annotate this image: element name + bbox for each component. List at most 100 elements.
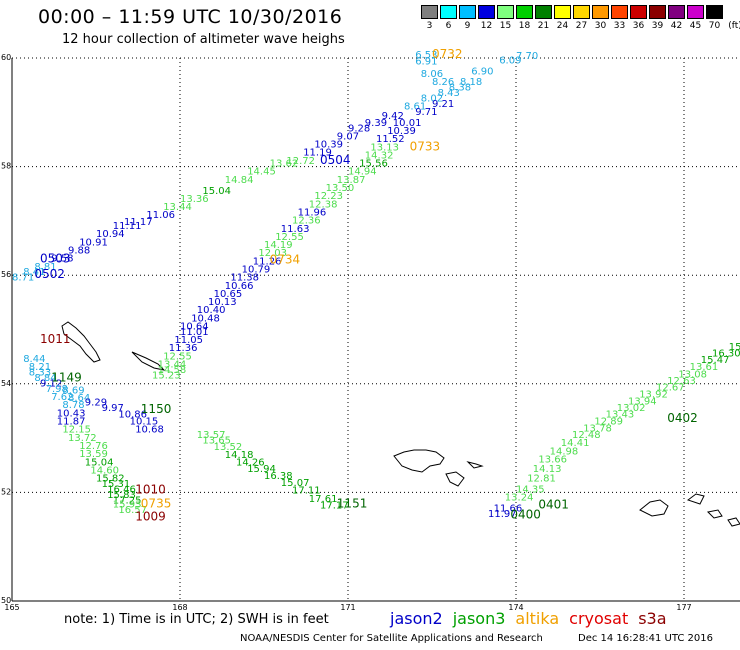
wave-height-value: 12.89 (594, 417, 623, 428)
pass-time-label: 0503 (40, 252, 71, 266)
island-outline (131, 351, 166, 371)
wave-height-value: 7.70 (516, 51, 538, 62)
wave-height-value: 8.71 (12, 273, 34, 284)
wave-height-value: 11.66 (494, 503, 523, 514)
wave-height-value: 9.29 (85, 398, 107, 409)
wave-height-value: 8.61 (404, 102, 426, 113)
scale-swatch (649, 5, 666, 19)
scale-label: 42 (670, 21, 683, 31)
pass-time-label: 1009 (135, 510, 166, 524)
satellite-legend-item: cryosat (569, 609, 629, 628)
wave-height-value: 10.01 (393, 118, 422, 129)
lat-tick-label: 54 (1, 379, 11, 388)
wave-height-value: 8.38 (449, 83, 471, 94)
wave-height-value: 13.87 (337, 175, 366, 186)
wave-height-value: 14.35 (516, 484, 545, 495)
island-outline (393, 449, 445, 473)
wave-height-value: 12.67 (656, 382, 685, 393)
wave-height-value: 11.17 (124, 217, 153, 228)
wave-height-value: 9.39 (365, 118, 387, 129)
wave-height-value: 8.06 (421, 69, 443, 80)
scale-swatch (459, 5, 476, 19)
wave-height-value: 14.19 (264, 240, 293, 251)
wave-height-value: 8.26 (432, 77, 454, 88)
wave-height-value: 12.48 (572, 430, 601, 441)
wave-height-value: 12.63 (667, 376, 696, 387)
wave-height-value: 8.43 (438, 88, 460, 99)
scale-swatch (478, 5, 495, 19)
wave-height-value: 11.96 (298, 207, 327, 218)
wave-height-value: 15.04 (202, 186, 231, 197)
landmass-outlines (61, 321, 740, 527)
scale-swatch (611, 5, 628, 19)
pass-time-label: 0734 (270, 252, 301, 266)
pass-time-label: 0735 (141, 497, 172, 511)
scale-swatch (706, 5, 723, 19)
satellite-track: 8.718.418.819.589.8810.9110.9411.1111.17… (12, 50, 538, 284)
wave-height-value: 13.62 (270, 159, 299, 170)
wave-height-value: 13.78 (583, 424, 612, 435)
wave-height-value: 10.94 (96, 229, 125, 240)
scale-swatch (497, 5, 514, 19)
scale-swatch (668, 5, 685, 19)
wave-height-value: 14.58 (158, 365, 187, 376)
wave-height-value: 11.05 (174, 335, 203, 346)
wave-height-value: 13.59 (79, 449, 108, 460)
wave-height-value: 10.13 (208, 297, 237, 308)
wave-height-value: 11.87 (57, 417, 86, 428)
scale-swatch (592, 5, 609, 19)
wave-height-value: 14.26 (236, 457, 265, 468)
wave-height-value: 9.58 (51, 254, 73, 265)
wave-height-value: 10.64 (180, 322, 209, 333)
wave-height-value: 13.24 (505, 493, 534, 504)
satellite-legend: jason2 jason3 altika cryosat s3a (390, 609, 677, 628)
pass-time-label: 1011 (40, 332, 71, 346)
lat-lon-grid (11, 57, 740, 602)
wave-height-value: 8.41 (23, 267, 45, 278)
wave-height-value: 11.52 (376, 134, 405, 145)
wave-height-value: 10.15 (130, 417, 159, 428)
satellite-track: 13.6513.5713.5214.1814.2615.9416.3815.07… (197, 430, 349, 512)
wave-height-value: 9.28 (348, 123, 370, 134)
wave-height-value: 12.15 (62, 425, 91, 436)
wave-height-value: 9.71 (415, 107, 437, 118)
satellite-track: 9.219.7110.0110.3911.5213.1314.3215.5614… (152, 99, 454, 381)
pass-time-label: 1010 (135, 482, 166, 496)
wave-height-value: 8.69 (62, 386, 84, 397)
wave-height-value: 11.26 (253, 256, 282, 267)
map-title: 00:00 – 11:59 UTC 10/30/2016 (38, 6, 343, 28)
scale-label: 18 (518, 21, 531, 31)
satellite-legend-item: s3a (638, 609, 667, 628)
wave-height-value: 11.19 (303, 148, 332, 159)
wave-height-value: 13.61 (690, 362, 719, 373)
wave-height-value: 13.13 (370, 142, 399, 153)
wave-height-value: 7.98 (46, 384, 68, 395)
wave-height-value: 12.03 (258, 248, 287, 259)
island-outline (445, 471, 465, 487)
wave-height-value: 8.64 (68, 393, 90, 404)
satellite-legend-item: jason2 (390, 609, 443, 628)
scale-swatch (535, 5, 552, 19)
wave-height-value: 13.50 (326, 183, 355, 194)
wave-height-value: 12.55 (275, 232, 304, 243)
wave-height-value: 17.17 (320, 501, 349, 512)
wave-height-value: 15.31 (102, 479, 131, 490)
wave-height-value: 9.42 (382, 111, 404, 122)
wave-height-value: 10.66 (225, 281, 254, 292)
wave-height-value: 10.40 (197, 305, 226, 316)
wave-height-value: 13.66 (538, 455, 567, 466)
wave-height-value: 14.94 (348, 167, 377, 178)
wave-height-value: 13.65 (202, 436, 231, 447)
pass-time-label: 0502 (34, 267, 65, 281)
island-outline (639, 499, 669, 517)
lat-tick-label: 52 (1, 487, 11, 496)
wave-height-value: 8.21 (29, 362, 51, 373)
pass-time-label: 0733 (410, 139, 441, 153)
wave-height-value: 12.23 (314, 191, 343, 202)
wave-height-value: 10.91 (79, 237, 108, 248)
wave-height-value: 14.98 (550, 446, 579, 457)
wave-height-value: 10.68 (135, 425, 164, 436)
wave-height-value: 12.38 (309, 199, 338, 210)
